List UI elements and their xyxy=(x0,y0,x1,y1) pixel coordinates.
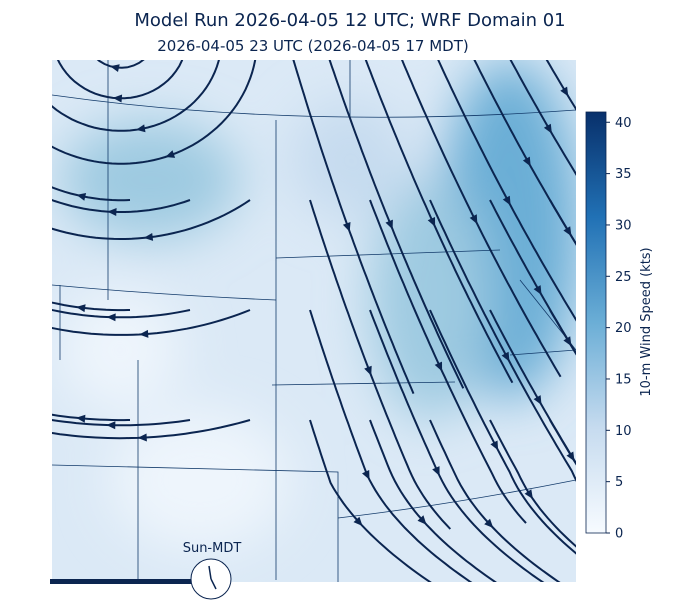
streamline-arrow xyxy=(136,124,146,133)
streamline-arrow xyxy=(112,94,123,103)
streamline-arrow xyxy=(543,123,552,134)
streamline-arrow xyxy=(524,489,533,499)
streamline xyxy=(549,419,576,466)
streamline-arrow xyxy=(581,61,589,71)
streamline-arrow xyxy=(490,440,499,451)
streamline xyxy=(52,419,251,440)
streamline-arrow xyxy=(533,285,542,295)
streamline-arrow xyxy=(107,208,117,216)
streamline-arrow xyxy=(165,150,176,158)
colorbar-tick-label: 40 xyxy=(615,116,632,131)
colorbar-tick-label: 15 xyxy=(615,372,632,387)
streamline xyxy=(52,60,220,132)
streamline-arrow xyxy=(76,414,86,423)
colorbar-tick-label: 35 xyxy=(615,167,632,182)
streamlines xyxy=(52,55,590,582)
streamline-arrow xyxy=(353,516,363,526)
streamline xyxy=(429,199,576,483)
streamline-arrow xyxy=(432,466,440,476)
streamline xyxy=(52,309,251,336)
streamline-arrow xyxy=(143,233,154,241)
time-progress xyxy=(50,579,195,584)
streamline-arrow xyxy=(110,64,120,72)
streamline-arrow xyxy=(566,451,575,462)
colorbar-tick-label: 25 xyxy=(615,270,632,285)
streamline-arrow xyxy=(502,195,511,206)
map xyxy=(52,55,590,582)
streamline-arrow xyxy=(484,518,494,528)
streamline-arrow xyxy=(137,433,147,442)
streamline-arrow xyxy=(469,214,478,225)
streamline xyxy=(52,301,131,312)
streamline-arrow xyxy=(417,515,427,525)
streamline-arrow xyxy=(364,365,372,376)
streamline-arrow xyxy=(106,421,116,430)
clock-hand xyxy=(210,578,217,590)
streamline-arrow xyxy=(76,193,87,201)
colorbar xyxy=(585,111,607,534)
colorbar-label: 10-m Wind Speed (kts) xyxy=(639,247,654,396)
clock-label: Sun-MDT xyxy=(183,541,242,556)
streamline-arrow xyxy=(533,395,542,405)
colorbar-tick-label: 0 xyxy=(615,527,623,542)
streamline-arrow xyxy=(563,226,572,237)
title: Model Run 2026-04-05 12 UTC; WRF Domain … xyxy=(134,10,565,31)
streamline-arrow xyxy=(385,219,393,230)
colorbar-tick-label: 20 xyxy=(615,321,632,336)
streamline xyxy=(580,55,590,70)
streamline-arrow xyxy=(76,304,86,313)
streamline xyxy=(429,419,561,582)
streamline-arrow xyxy=(522,156,531,167)
streamline xyxy=(52,186,131,202)
streamline-arrow xyxy=(560,86,569,97)
colorbar-ticks: 0 5 10 15 20 25 30 35 40 xyxy=(606,116,632,542)
streamline-arrow xyxy=(139,329,149,338)
streamline-arrow xyxy=(427,217,436,227)
streamline-arrow xyxy=(563,336,572,347)
borders xyxy=(52,60,576,582)
streamline-arrow xyxy=(434,361,443,372)
streamline-arrow xyxy=(106,313,116,322)
streamline-arrow xyxy=(362,470,370,480)
clock-hand xyxy=(208,565,212,580)
subtitle: 2026-04-05 23 UTC (2026-04-05 17 MDT) xyxy=(157,37,468,55)
colorbar-tick-label: 5 xyxy=(615,475,623,490)
wind-shading xyxy=(60,60,576,550)
streamline-arrow xyxy=(501,351,510,362)
colorbar-tick-label: 10 xyxy=(615,424,632,439)
colorbar-tick-label: 30 xyxy=(615,218,632,233)
streamline-arrow xyxy=(342,222,351,232)
